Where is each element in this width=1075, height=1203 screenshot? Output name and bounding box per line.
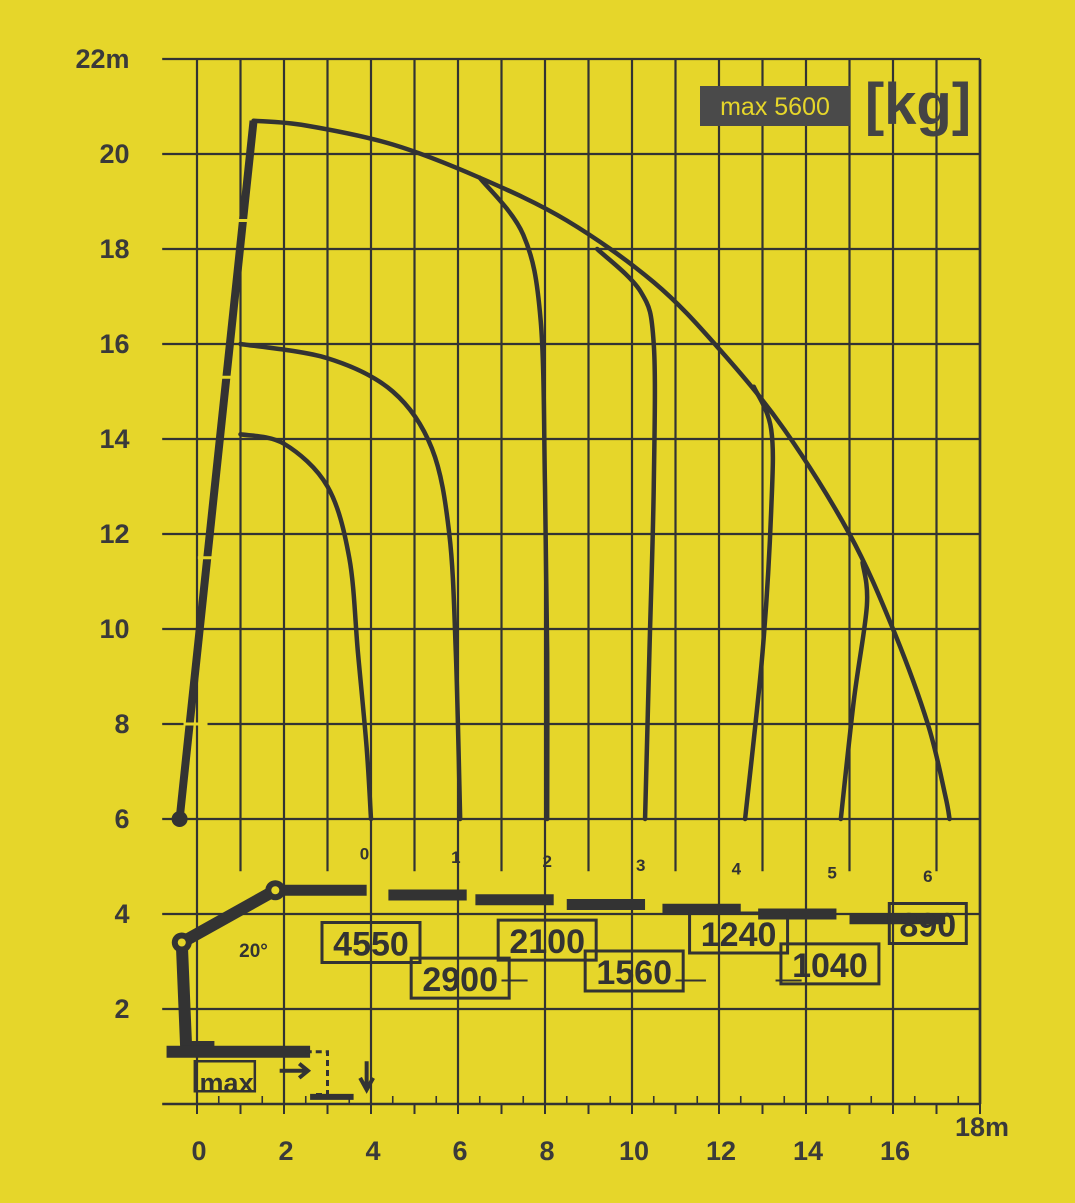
extension-label: 3 bbox=[636, 856, 645, 875]
y-tick-label: 12 bbox=[100, 519, 130, 549]
lift-curve-ext-0 bbox=[238, 432, 374, 822]
lift-curve-ext-3 bbox=[594, 246, 658, 822]
crane-boom bbox=[166, 120, 946, 1100]
x-tick-label: 6 bbox=[452, 1136, 467, 1166]
load-value-ext-0: 4550 bbox=[333, 926, 409, 964]
x-tick-label: 16 bbox=[880, 1136, 910, 1166]
lift-curve-ext-4 bbox=[742, 384, 776, 822]
y-tick-label: 2 bbox=[115, 994, 130, 1024]
lift-curve-ext-2 bbox=[477, 175, 550, 822]
max-label-box bbox=[193, 1060, 257, 1093]
load-boxes: 4550 2900 2100 1560 1240 1040 890 bbox=[320, 902, 968, 1000]
y-tick-label: 4 bbox=[115, 899, 130, 929]
grid bbox=[162, 57, 982, 1104]
x-tick-label: 12 bbox=[706, 1136, 736, 1166]
load-value-ext-6: 890 bbox=[899, 907, 956, 945]
load-value-ext-4: 1240 bbox=[701, 916, 777, 954]
max-badge-label: max 5600 bbox=[720, 93, 830, 121]
x-tick-label: 14 bbox=[793, 1136, 823, 1166]
y-tick-label: 16 bbox=[100, 329, 130, 359]
load-value-ext-3: 1560 bbox=[596, 954, 672, 992]
max-badge-bg bbox=[700, 86, 850, 126]
extension-label: 2 bbox=[542, 852, 551, 871]
column-pivot-inner bbox=[177, 938, 186, 947]
max-capacity-badge: max 5600 [kg] bbox=[700, 72, 971, 137]
load-box-frame bbox=[496, 918, 598, 962]
x-tick-label: 2 bbox=[278, 1136, 293, 1166]
y-tick-label: 20 bbox=[100, 139, 130, 169]
load-value-ext-2: 2100 bbox=[509, 923, 585, 961]
unit-label: [kg] bbox=[865, 72, 971, 137]
x-tick-label: 4 bbox=[365, 1136, 380, 1166]
y-tick-label: 14 bbox=[100, 424, 130, 454]
boom-pivot-top bbox=[171, 811, 188, 827]
extension-label: 5 bbox=[827, 863, 836, 882]
load-box-frame bbox=[887, 902, 968, 945]
load-box-frame bbox=[320, 921, 422, 964]
axes bbox=[162, 59, 982, 1114]
boom-main-line bbox=[175, 120, 258, 820]
angle-label: 20° bbox=[239, 941, 268, 962]
y-tick-label: 10 bbox=[100, 614, 130, 644]
lift-curve-ext-5 bbox=[838, 560, 870, 822]
down-arrow-icon bbox=[358, 1061, 375, 1094]
x-tick-label: 8 bbox=[539, 1136, 554, 1166]
extension-label: 4 bbox=[732, 860, 742, 879]
lift-curves bbox=[238, 118, 952, 822]
y-tick-label: 8 bbox=[115, 709, 130, 739]
lift-curve-ext-1 bbox=[238, 341, 463, 822]
load-box-frame bbox=[779, 942, 881, 986]
load-box-frame bbox=[583, 949, 685, 993]
extension-label: 6 bbox=[923, 867, 932, 886]
y-tick-label: 18 bbox=[100, 234, 130, 264]
load-box-frame bbox=[409, 956, 511, 1000]
extension-label: 0 bbox=[360, 844, 369, 863]
y-axis-unit-label: 22m bbox=[76, 44, 130, 74]
x-axis-unit-label: 18m bbox=[955, 1112, 1009, 1142]
lift-curve-ext-6 bbox=[251, 118, 952, 822]
base-max-label: max bbox=[200, 1068, 254, 1098]
y-tick-label: 6 bbox=[115, 804, 130, 834]
load-box-frame bbox=[688, 911, 790, 955]
knuckle-pivot-inner bbox=[271, 886, 280, 895]
x-tick-label: 10 bbox=[619, 1136, 649, 1166]
outrigger-arrow-icon bbox=[279, 1062, 312, 1080]
load-value-ext-1: 2900 bbox=[422, 961, 498, 999]
load-value-ext-5: 1040 bbox=[792, 947, 868, 985]
x-tick-label: 0 bbox=[191, 1136, 206, 1166]
inner-boom bbox=[178, 885, 279, 948]
extension-label: 1 bbox=[451, 848, 460, 867]
